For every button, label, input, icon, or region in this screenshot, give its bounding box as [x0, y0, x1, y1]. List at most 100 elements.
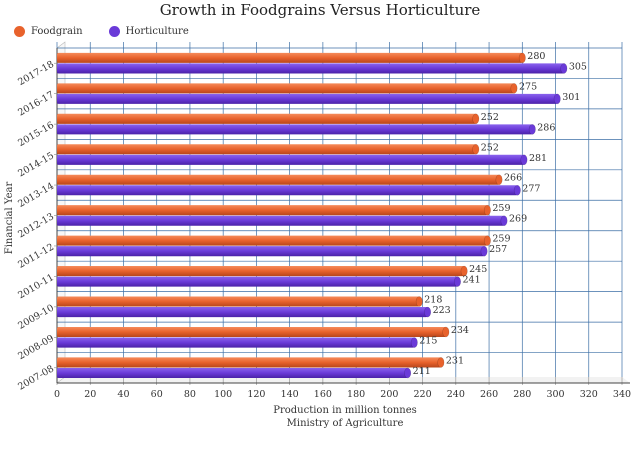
y-axis-label: Financial Year [4, 182, 15, 255]
bar-foodgrain[interactable] [57, 52, 523, 63]
bar-horticulture[interactable] [57, 215, 505, 226]
bar-cap-foodgrain [442, 326, 450, 338]
legend-item-horticulture[interactable]: Horticulture [108, 26, 189, 37]
data-label: 211 [413, 366, 431, 377]
bar-horticulture[interactable] [57, 246, 485, 257]
bar-cap-horticulture [520, 154, 528, 166]
bar-cap-horticulture [454, 276, 461, 287]
bar-cap-foodgrain [472, 113, 480, 125]
legend-item-foodgrain[interactable]: Foodgrain [14, 26, 83, 37]
bar-horticulture[interactable] [57, 367, 408, 379]
bar-foodgrain[interactable] [57, 144, 476, 155]
bar-foodgrain[interactable] [57, 174, 500, 185]
x-tick-label: 340 [613, 389, 631, 400]
y-tick-label: 2007-08 [16, 363, 56, 392]
bar-cap-foodgrain [495, 174, 503, 185]
data-label: 245 [469, 264, 487, 275]
bar-cap-horticulture [528, 124, 536, 135]
x-tick-label: 160 [314, 389, 332, 400]
bar-horticulture[interactable] [57, 276, 458, 287]
y-tick-label: 2010-11 [16, 272, 56, 301]
bar-cap-horticulture [513, 184, 521, 196]
bar-cap-foodgrain [510, 83, 518, 94]
y-tick-label: 2017-18 [16, 59, 56, 88]
bar-horticulture[interactable] [57, 307, 428, 318]
bar-foodgrain[interactable] [57, 235, 488, 246]
x-tick-label: 180 [347, 389, 365, 400]
bar-foodgrain[interactable] [57, 113, 476, 124]
bar-cap-foodgrain [518, 52, 526, 64]
y-tick-label: 2014-15 [16, 150, 56, 179]
bar-cap-horticulture [553, 93, 561, 105]
bar-horticulture[interactable] [57, 337, 415, 348]
data-label: 305 [569, 61, 587, 72]
data-label: 215 [419, 336, 437, 347]
bar-cap-horticulture [404, 367, 412, 379]
bar-cap-horticulture [500, 215, 508, 226]
legend-swatch-foodgrain [14, 26, 25, 37]
bar-horticulture[interactable] [57, 93, 558, 104]
bar-cap-horticulture [560, 63, 568, 74]
plot-floor [57, 377, 630, 383]
data-label: 301 [562, 92, 580, 103]
bar-foodgrain[interactable] [57, 296, 420, 307]
x-tick-label: 240 [447, 389, 465, 400]
bar-foodgrain[interactable] [57, 326, 446, 338]
chart-title: Growth in Foodgrains Versus Horticulture [159, 1, 481, 19]
data-label: 281 [529, 153, 547, 164]
x-tick-label: 60 [151, 389, 163, 400]
x-tick-label: 280 [513, 389, 531, 400]
data-label: 252 [481, 142, 499, 153]
y-tick-label: 2013-14 [16, 181, 56, 210]
source-note: Ministry of Agriculture [287, 418, 404, 429]
x-tick-label: 120 [247, 389, 265, 400]
bar-horticulture[interactable] [57, 124, 533, 135]
data-label: 259 [492, 203, 510, 214]
bar-cap-foodgrain [415, 296, 423, 307]
data-label: 223 [433, 305, 451, 316]
x-tick-label: 140 [281, 389, 299, 400]
x-tick-label: 20 [84, 389, 96, 400]
data-label: 252 [481, 112, 499, 123]
y-tick-label: 2012-13 [16, 211, 56, 240]
bar-cap-foodgrain [437, 357, 445, 368]
legend-swatch-horticulture [108, 26, 120, 37]
x-tick-label: 260 [480, 389, 498, 400]
bar-cap-foodgrain [483, 204, 491, 216]
x-tick-label: 300 [546, 389, 564, 400]
y-tick-label: 2016-17 [16, 89, 56, 118]
bar-foodgrain[interactable] [57, 83, 514, 94]
data-label: 275 [519, 81, 537, 92]
bar-horticulture[interactable] [57, 154, 524, 165]
bar-cap-foodgrain [460, 265, 468, 277]
x-tick-label: 80 [184, 389, 196, 400]
y-tick-label: 2009-10 [16, 303, 56, 332]
bar-horticulture[interactable] [57, 63, 564, 74]
bar-cap-horticulture [424, 306, 432, 318]
x-tick-label: 100 [214, 389, 232, 400]
x-tick-label: 40 [117, 389, 129, 400]
bar-foodgrain[interactable] [57, 357, 441, 368]
bar-foodgrain[interactable] [57, 205, 488, 216]
data-label: 269 [509, 214, 527, 225]
data-label: 280 [527, 51, 545, 62]
data-label: 234 [451, 325, 469, 336]
legend-label-foodgrain: Foodgrain [31, 26, 83, 37]
legend: Foodgrain Horticulture [14, 26, 189, 37]
data-label: 286 [537, 122, 555, 133]
data-label: 259 [492, 234, 510, 245]
x-tick-label: 200 [380, 389, 398, 400]
y-tick-label: 2008-09 [16, 333, 56, 362]
data-label: 266 [504, 173, 522, 184]
bar-cap-foodgrain [472, 143, 480, 155]
bar-horticulture[interactable] [57, 185, 518, 196]
y-tick-label: 2011-12 [16, 242, 56, 271]
bar-foodgrain[interactable] [57, 266, 465, 277]
bar-cap-horticulture [480, 245, 488, 257]
data-label: 257 [489, 244, 507, 255]
x-tick-label: 0 [54, 389, 60, 400]
y-tick-label: 2015-16 [16, 120, 56, 149]
bar-cap-horticulture [410, 337, 418, 348]
